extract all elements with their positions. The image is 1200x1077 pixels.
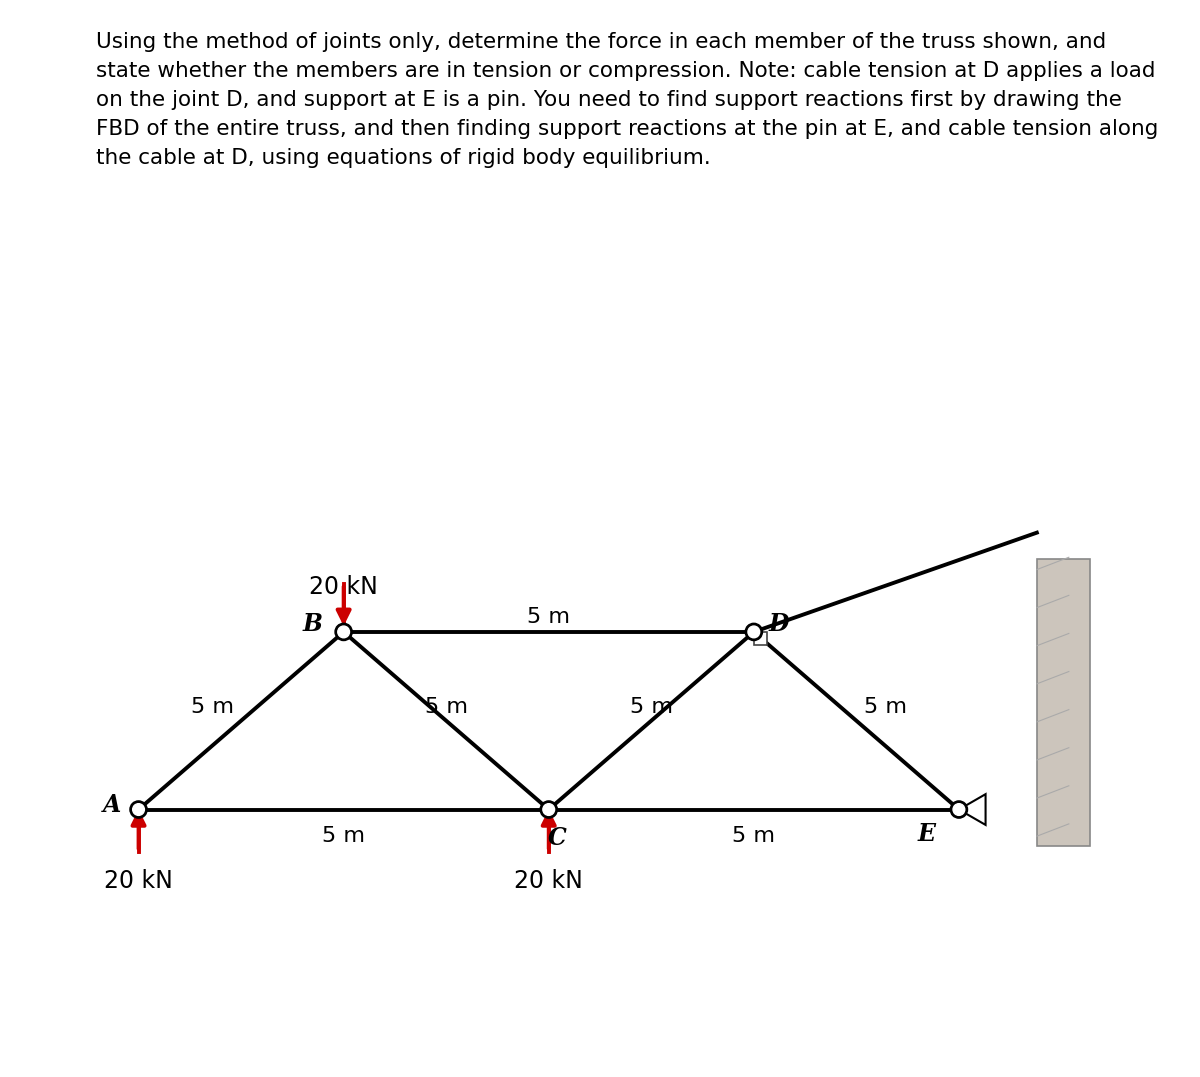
Text: D: D <box>768 612 788 635</box>
Circle shape <box>542 803 554 815</box>
Text: 5 m: 5 m <box>630 697 673 717</box>
Text: E: E <box>917 822 935 847</box>
Text: B: B <box>302 612 323 635</box>
Circle shape <box>953 803 965 815</box>
Text: 20 kN: 20 kN <box>310 575 378 599</box>
Text: 5 m: 5 m <box>864 697 906 717</box>
Text: 5 m: 5 m <box>732 826 775 847</box>
Text: A: A <box>103 794 121 817</box>
Text: 5 m: 5 m <box>191 697 234 717</box>
Text: 5 m: 5 m <box>322 826 365 847</box>
Polygon shape <box>959 794 985 825</box>
Text: 20 kN: 20 kN <box>515 869 583 893</box>
Text: Using the method of joints only, determine the force in each member of the truss: Using the method of joints only, determi… <box>96 32 1158 168</box>
Circle shape <box>335 624 353 641</box>
Bar <box>754 632 767 645</box>
Text: 5 m: 5 m <box>527 606 570 627</box>
Circle shape <box>745 624 762 641</box>
Circle shape <box>337 626 349 638</box>
Circle shape <box>540 801 557 819</box>
Text: C: C <box>547 826 566 850</box>
Circle shape <box>130 801 148 819</box>
Circle shape <box>748 626 760 638</box>
Text: 5 m: 5 m <box>425 697 468 717</box>
Circle shape <box>950 801 967 819</box>
Circle shape <box>133 803 144 815</box>
Text: 20 kN: 20 kN <box>104 869 173 893</box>
Bar <box>1037 559 1090 847</box>
